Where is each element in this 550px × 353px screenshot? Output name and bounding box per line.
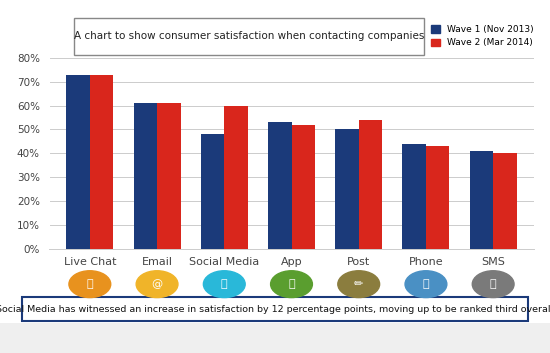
Circle shape [360,325,550,345]
Legend: Wave 1 (Nov 2013), Wave 2 (Mar 2014): Wave 1 (Nov 2013), Wave 2 (Mar 2014) [431,25,534,47]
Text: A chart to show consumer satisfaction when contacting companies: A chart to show consumer satisfaction wh… [74,31,424,41]
Text: 📞: 📞 [422,279,429,289]
Text: @: @ [151,279,163,289]
Text: Private & Confidential: Private & Confidential [11,331,95,340]
Bar [335,130,359,249]
Text: 6: 6 [272,333,278,343]
Bar [268,122,292,249]
Bar [403,144,426,249]
Text: Social Media has witnessed an increase in satisfaction by 12 percentage points, : Social Media has witnessed an increase i… [0,305,550,314]
Text: 🐦: 🐦 [221,279,228,289]
Bar [67,74,90,249]
Bar [493,153,516,249]
Bar [359,120,382,249]
Bar [224,106,248,249]
Text: 📱: 📱 [288,279,295,289]
FancyBboxPatch shape [22,297,528,321]
FancyBboxPatch shape [74,18,424,55]
Bar [201,134,224,249]
Bar [470,151,493,249]
Text: eDigital: eDigital [418,329,472,343]
Bar [292,125,315,249]
Bar [134,103,157,249]
Text: Research: Research [470,329,543,343]
Text: 💬: 💬 [86,279,93,289]
Text: For informed direction: For informed direction [459,345,544,353]
Text: 📱: 📱 [490,279,497,289]
Bar [426,146,449,249]
Text: © eDigitalResearch 2014: © eDigitalResearch 2014 [11,344,108,353]
Text: ✏️: ✏️ [354,279,364,289]
Bar [157,103,180,249]
Bar [90,74,113,249]
